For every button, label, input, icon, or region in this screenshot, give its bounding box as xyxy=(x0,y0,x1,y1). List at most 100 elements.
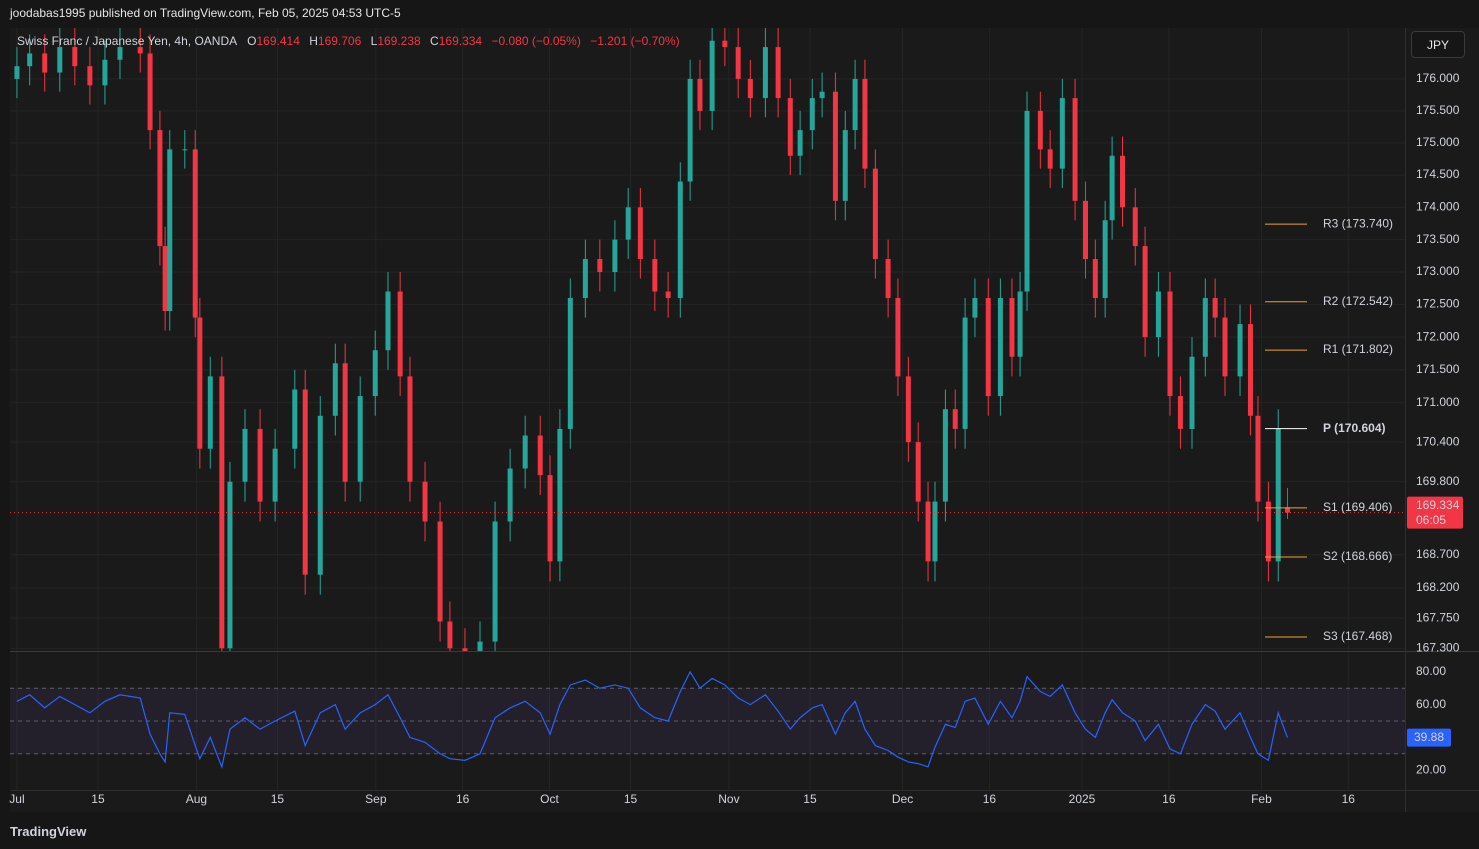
candle-body xyxy=(357,396,363,482)
candle-body xyxy=(72,47,78,67)
candle-body xyxy=(852,78,858,131)
candle-body xyxy=(612,239,618,273)
pivot-label: R1 (171.802) xyxy=(1323,342,1393,356)
candles xyxy=(14,28,1290,651)
candle-body xyxy=(687,78,693,182)
candle-body xyxy=(372,350,378,397)
candle-body xyxy=(507,468,513,522)
rsi-tick-label: 60.00 xyxy=(1416,697,1446,711)
y-tick-label: 176.000 xyxy=(1416,71,1460,85)
candle-body xyxy=(985,298,991,397)
ohlc-key: O xyxy=(247,34,257,48)
pivot-label: P (170.604) xyxy=(1323,421,1386,435)
candle-body xyxy=(227,481,233,649)
pivot-label: R2 (172.542) xyxy=(1323,294,1393,308)
candle-body xyxy=(1142,246,1148,338)
candle-body xyxy=(492,521,498,642)
candle-body xyxy=(1059,98,1065,169)
candle-body xyxy=(57,47,63,73)
x-tick-label: Jul xyxy=(9,792,24,806)
candle-body xyxy=(1132,207,1138,247)
candle-body xyxy=(747,78,753,99)
candle-body xyxy=(522,435,528,469)
currency-button[interactable]: JPY xyxy=(1411,31,1465,58)
ohlc-key: L xyxy=(370,34,378,48)
candle-body xyxy=(1047,149,1053,169)
candle-body xyxy=(292,389,298,449)
candle-body xyxy=(885,259,891,299)
published-note: joodabas1995 published on TradingView.co… xyxy=(10,6,401,20)
y-tick-label: 175.000 xyxy=(1416,135,1460,149)
rsi-tick-label: 80.00 xyxy=(1416,664,1446,678)
candle-body xyxy=(762,47,768,99)
candle-body xyxy=(42,53,48,73)
y-tick-label: 168.200 xyxy=(1416,580,1460,594)
candle-body xyxy=(102,59,108,86)
x-tick-label: Feb xyxy=(1251,792,1272,806)
x-tick-label: Aug xyxy=(186,792,207,806)
candle-body xyxy=(447,621,453,649)
pivot-label: S1 (169.406) xyxy=(1323,500,1392,514)
change: −0.080 (−0.05%) xyxy=(491,34,581,48)
candle-body xyxy=(397,291,403,377)
candle-body xyxy=(342,363,348,482)
candle-body xyxy=(1177,396,1183,429)
candle-body xyxy=(625,207,631,240)
last-price-label: 169.334 xyxy=(1416,498,1460,512)
candle-body xyxy=(582,259,588,299)
candle-body xyxy=(157,130,163,247)
candle-body xyxy=(1009,298,1015,357)
candle-body xyxy=(385,291,391,351)
candle-body xyxy=(1155,291,1161,338)
candle-body xyxy=(147,53,153,131)
ohlc-key: C xyxy=(430,34,439,48)
candle-body xyxy=(1255,415,1261,502)
candle-body xyxy=(1167,291,1173,397)
candle-body xyxy=(809,98,815,131)
x-tick-label: 16 xyxy=(1342,792,1356,806)
candle-body xyxy=(1265,501,1271,562)
candle-body xyxy=(407,376,413,482)
y-tick-label: 169.800 xyxy=(1416,474,1460,488)
y-tick-label: 172.500 xyxy=(1416,297,1460,311)
y-tick-label: 173.500 xyxy=(1416,232,1460,246)
ohlc-value: 169.414 xyxy=(256,34,300,48)
candle-body xyxy=(1082,200,1088,260)
candle-body xyxy=(709,40,715,111)
candle-body xyxy=(1247,324,1253,416)
candle-body xyxy=(787,98,793,156)
chart-background xyxy=(10,28,1479,812)
candle-body xyxy=(302,389,308,575)
legend: Swiss Franc / Japanese Yen, 4h, OANDA O1… xyxy=(17,34,686,48)
candle-body xyxy=(895,298,901,377)
candle-body xyxy=(167,149,173,312)
candle-body xyxy=(1109,155,1115,221)
x-tick-label: 15 xyxy=(803,792,817,806)
candle-body xyxy=(567,298,573,429)
candle-body xyxy=(332,363,338,416)
candle-body xyxy=(697,78,703,111)
candle-body xyxy=(842,130,848,201)
candle-body xyxy=(952,409,958,429)
candle-body xyxy=(997,298,1003,397)
x-tick-label: 16 xyxy=(456,792,470,806)
candle-body xyxy=(1037,110,1043,150)
y-tick-label: 167.300 xyxy=(1416,640,1460,654)
candle-body xyxy=(537,435,543,476)
pivot-label: S2 (168.666) xyxy=(1323,549,1392,563)
rsi-line xyxy=(16,670,1289,769)
candle-body xyxy=(14,66,20,79)
candle-body xyxy=(652,259,658,292)
candle-body xyxy=(1024,110,1030,292)
symbol: Swiss Franc / Japanese Yen, 4h, OANDA xyxy=(17,34,238,48)
candle-body xyxy=(942,409,948,502)
candle-body xyxy=(1284,507,1290,513)
candle-body xyxy=(437,521,443,622)
y-tick-label: 171.000 xyxy=(1416,395,1460,409)
candle-body xyxy=(557,428,563,562)
candle-body xyxy=(775,47,781,99)
x-tick-label: Sep xyxy=(365,792,387,806)
candle-body xyxy=(1092,259,1098,299)
x-tick-label: 15 xyxy=(91,792,105,806)
